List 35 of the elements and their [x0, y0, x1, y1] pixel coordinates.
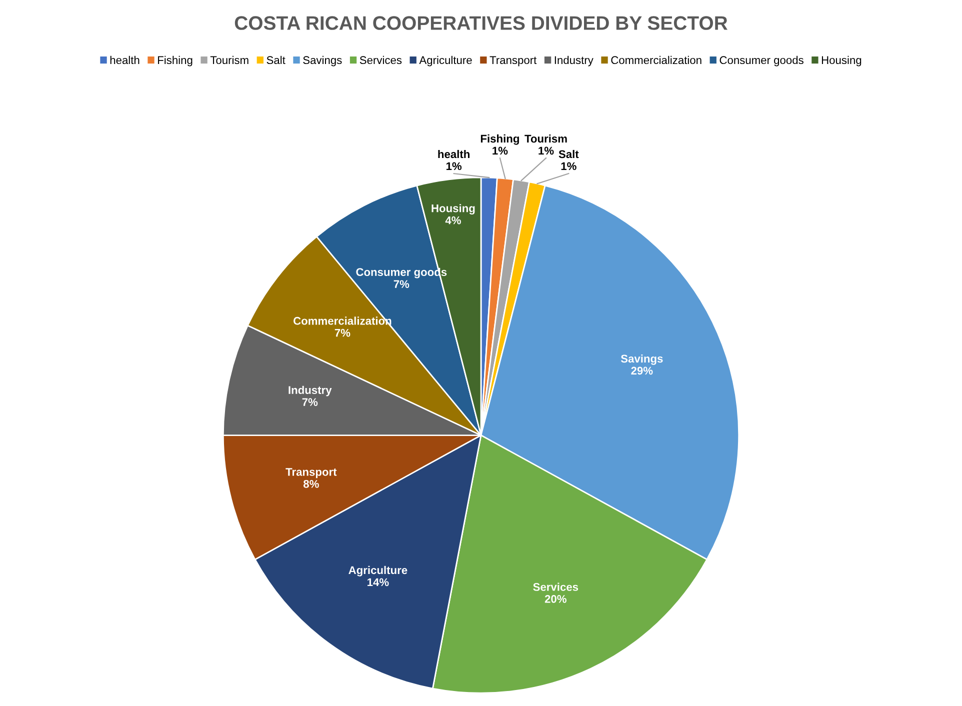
data-label: 7%	[334, 328, 350, 337]
data-label: 7%	[394, 280, 410, 288]
data-label: 20%	[544, 595, 566, 603]
slice-label: Housing	[432, 204, 475, 214]
legend-label: Transport	[490, 56, 537, 66]
data-label: 4%	[445, 216, 461, 224]
legend-label: Industry	[554, 56, 594, 66]
slice-label: Agriculture	[348, 566, 408, 576]
legend-label: Fishing	[158, 56, 192, 66]
data-label: 29%	[631, 366, 653, 375]
data-label: 1%	[561, 162, 576, 170]
chart-title: COSTA RICAN COOPERATIVES DIVIDED BY SECTOR	[234, 16, 728, 30]
legend-label: Housing	[822, 56, 862, 66]
data-label: 14%	[368, 578, 389, 586]
data-label: 7%	[302, 398, 318, 406]
data-label: 1%	[492, 146, 508, 155]
legend-label: Consumer goods	[720, 56, 804, 66]
slice-label: Transport	[286, 468, 337, 478]
slice-label: Industry	[288, 386, 332, 396]
legend-label: Services	[360, 56, 402, 64]
legend-label: Commercialization	[611, 56, 702, 64]
legend-label: Agriculture	[419, 56, 472, 66]
slice-label: Tourism	[524, 134, 567, 143]
slice-label: Savings	[620, 354, 663, 365]
legend-label: Tourism	[210, 56, 248, 64]
legend-label: Salt	[266, 56, 286, 64]
slice-label: Salt	[558, 150, 579, 158]
legend-label: Savings	[303, 56, 342, 66]
data-label: 1%	[446, 162, 462, 170]
data-label: 1%	[538, 146, 554, 155]
slice-label: Fishing	[480, 134, 519, 145]
data-label: 8%	[304, 480, 319, 488]
slice-label: health	[438, 150, 470, 158]
slice-label: Services	[533, 582, 578, 591]
legend-label: health	[110, 56, 140, 64]
